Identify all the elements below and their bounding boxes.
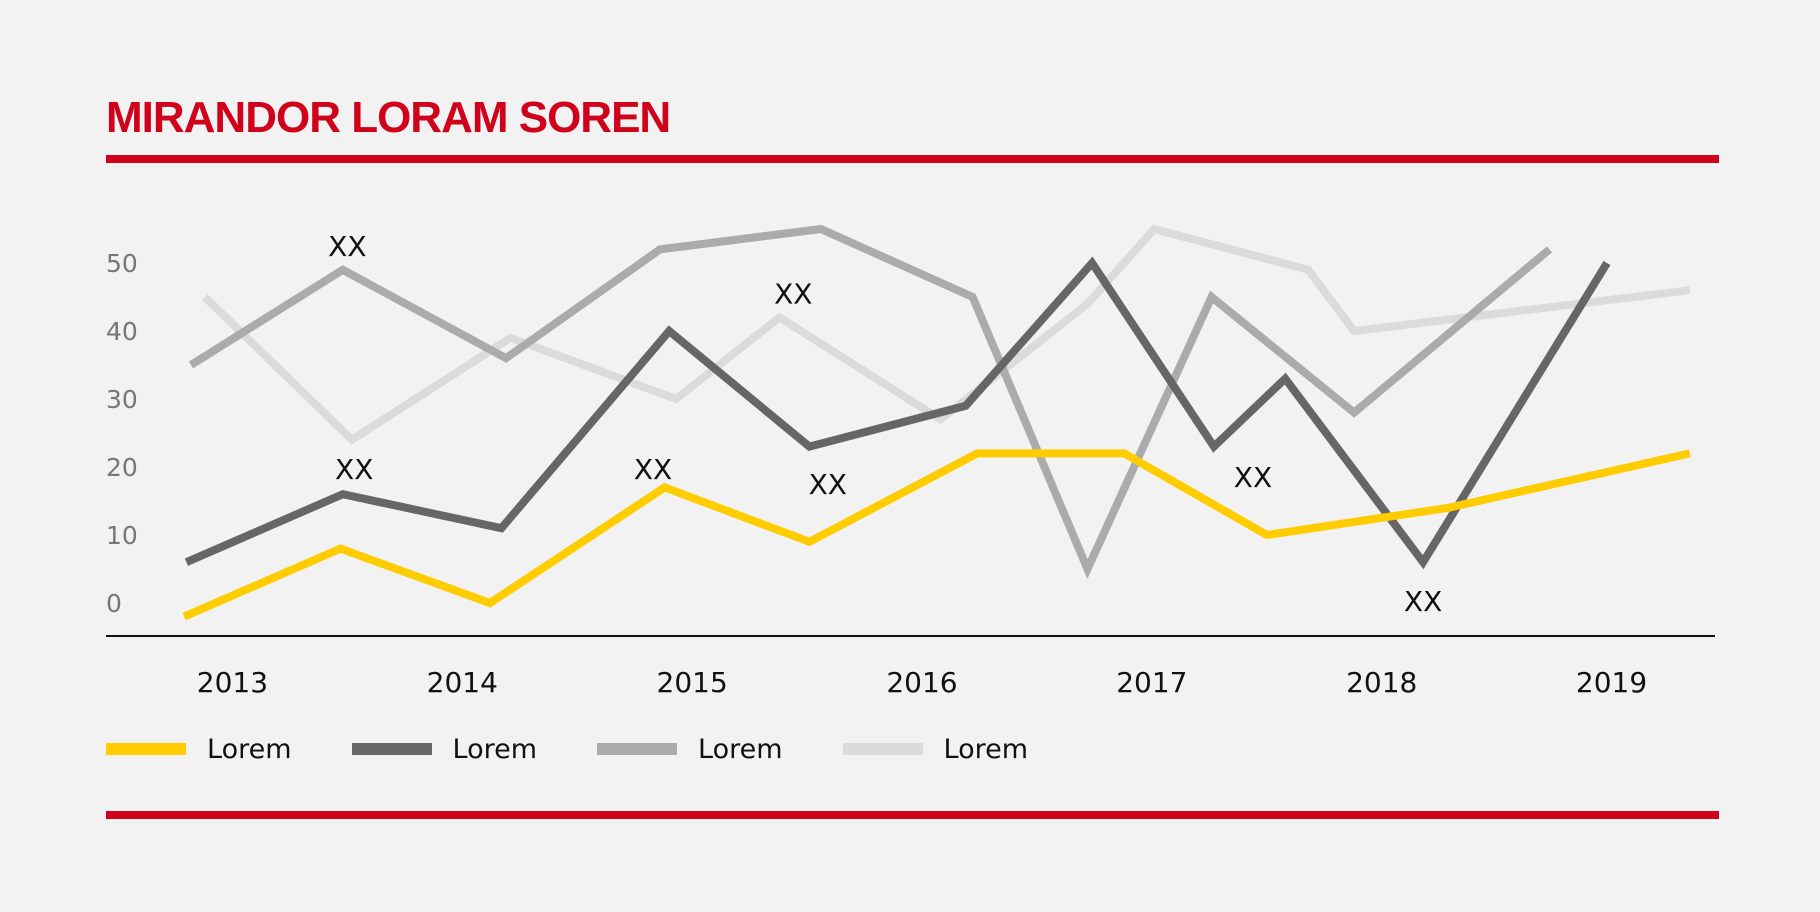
y-tick-label: 50 bbox=[106, 249, 138, 278]
legend-item: Lorem bbox=[351, 733, 538, 765]
footer-divider bbox=[106, 811, 1719, 819]
y-tick-label: 0 bbox=[106, 589, 122, 618]
x-tick-label: 2018 bbox=[1346, 666, 1417, 699]
annotation-label: XX bbox=[634, 453, 672, 486]
series-line-1 bbox=[188, 224, 1553, 579]
legend-label: Lorem bbox=[943, 733, 1029, 765]
legend-item: Lorem bbox=[597, 734, 783, 765]
legend-item: Lorem bbox=[842, 733, 1029, 765]
series-line-3 bbox=[182, 449, 1691, 621]
x-tick-label: 2014 bbox=[427, 666, 498, 699]
legend-swatch bbox=[351, 743, 432, 755]
annotation-label: XX bbox=[1234, 461, 1272, 494]
legend-swatch bbox=[106, 743, 186, 755]
legend-swatch bbox=[597, 743, 678, 755]
x-tick-label: 2016 bbox=[886, 666, 957, 699]
y-tick-label: 40 bbox=[106, 317, 138, 346]
chart-title: MIRANDOR LORAM SOREN bbox=[106, 93, 671, 142]
x-tick-label: 2015 bbox=[657, 666, 728, 699]
legend-item: Lorem bbox=[106, 734, 292, 765]
chart-legend: Lorem Lorem Lorem Lorem bbox=[106, 730, 1088, 768]
x-tick-label: 2017 bbox=[1116, 666, 1187, 699]
x-tick-label: 2019 bbox=[1576, 666, 1647, 699]
legend-swatch bbox=[842, 743, 923, 755]
title-divider bbox=[106, 155, 1719, 163]
legend-label: Lorem bbox=[452, 733, 538, 765]
annotation-label: XX bbox=[335, 453, 373, 486]
annotation-label: XX bbox=[809, 468, 847, 501]
x-tick-label: 2013 bbox=[197, 666, 268, 699]
y-tick-label: 20 bbox=[106, 453, 138, 482]
annotation-label: XX bbox=[774, 278, 812, 311]
annotation-label: XX bbox=[1404, 585, 1442, 618]
y-tick-label: 30 bbox=[106, 385, 138, 414]
y-tick-label: 10 bbox=[106, 521, 138, 550]
annotation-label: XX bbox=[328, 230, 366, 263]
legend-label: Lorem bbox=[698, 733, 783, 765]
legend-label: Lorem bbox=[207, 733, 292, 765]
